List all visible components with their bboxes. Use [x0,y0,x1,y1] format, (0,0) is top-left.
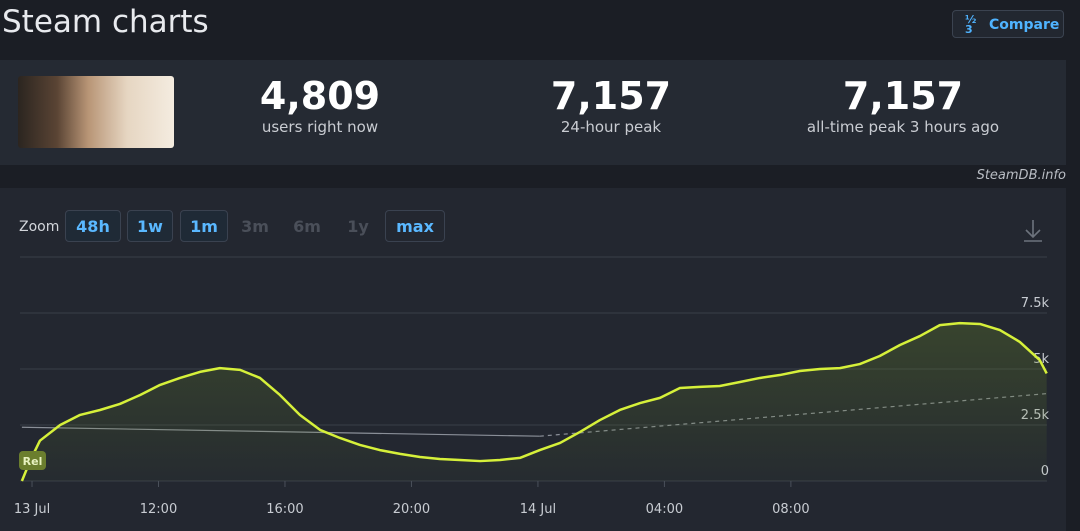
zoom-button[interactable]: max [385,210,445,242]
x-tick-label: 13 Jul [14,502,50,517]
stat-value: 7,157 [842,74,964,118]
x-tick-label: 16:00 [266,502,303,517]
stat: 7,157 24-hour peak [461,74,761,136]
zoom-button[interactable]: 48h [65,210,121,242]
x-tick-label: 08:00 [772,502,809,517]
stat-label: users right now [261,118,379,136]
stat-value: 4,809 [259,74,381,118]
stats-panel: 4,809 users right now 7,157 24-hour peak 7,1… [0,60,1066,165]
x-tick-label: 04:00 [646,502,683,517]
stat-label: 24-hour peak [560,118,662,136]
stat: 7,157 all-time peak 3 hours ago [753,74,1053,136]
compare-label: Compare [989,17,1060,33]
stat-label: all-time peak 3 hours ago [806,118,1000,136]
zoom-button: 6m [293,217,321,236]
x-tick-label: 14 Jul [520,502,556,517]
zoom-button: 3m [241,217,269,236]
zoom-button: 1y [347,217,369,236]
page-title: Steam charts [2,4,209,40]
zoom-button[interactable]: 1w [127,210,173,242]
stat: 4,809 users right now [170,74,470,136]
area [21,323,1047,481]
stat-value: 7,157 [550,74,672,118]
game-thumbnail[interactable] [18,76,174,148]
zoom-label: Zoom [19,219,60,235]
zoom-button[interactable]: 1m [180,210,228,242]
credit: SteamDB.info [976,168,1066,183]
y-tick-label: 7.5k [1021,296,1050,311]
series-line [20,321,1048,482]
compare-button[interactable]: ½ 3 Compare [952,10,1064,38]
annotation: Rel [23,455,43,468]
x-tick-label: 20:00 [393,502,430,517]
annotation-badge [19,451,46,470]
x-tick-label: 12:00 [140,502,177,517]
download-icon[interactable] [1024,220,1042,242]
